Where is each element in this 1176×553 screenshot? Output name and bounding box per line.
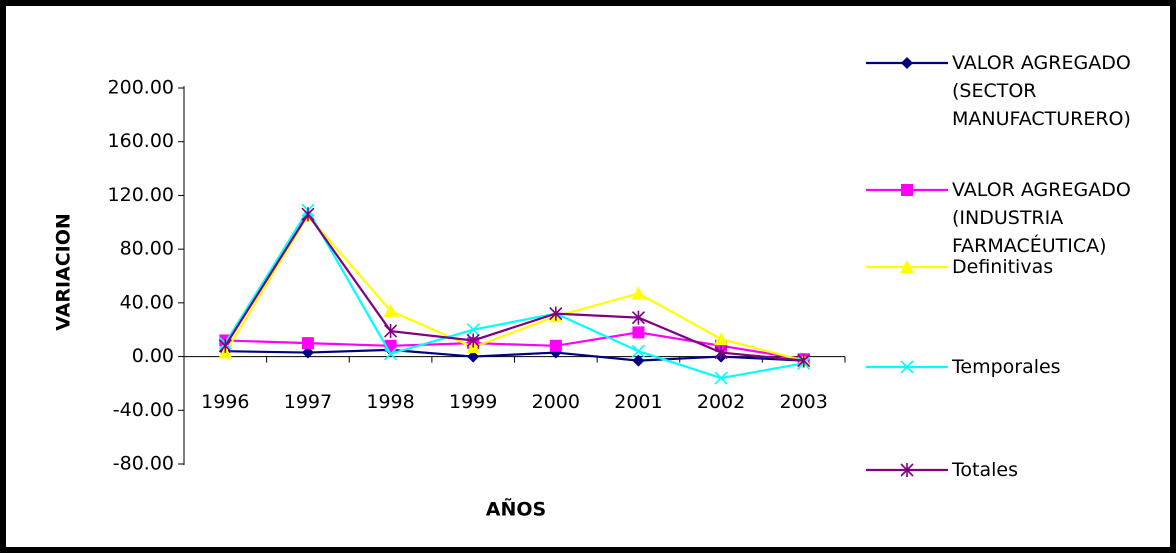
x-tick-label: 2003: [780, 391, 828, 413]
data-point: [466, 333, 480, 348]
data-point: [466, 323, 480, 337]
x-tick-label: 1999: [449, 391, 497, 413]
legend-label: Totales: [952, 459, 1018, 481]
legend-label: VALOR AGREGADO (SECTOR MANUFACTURERO): [952, 52, 1131, 130]
y-tick-label: 120.00: [108, 184, 174, 206]
y-axis-title: VARIACION: [53, 213, 75, 331]
legend-marker: [901, 57, 913, 69]
data-point: [301, 337, 314, 350]
legend-label: Definitivas: [952, 256, 1054, 278]
x-tick-label: 2000: [532, 391, 580, 413]
data-point: [549, 339, 562, 352]
y-tick-label: -40.00: [113, 399, 174, 421]
series-line: [224, 212, 804, 362]
data-point: [301, 207, 315, 222]
data-point: [632, 354, 645, 367]
legend-marker: [900, 463, 914, 477]
data-point: [714, 332, 729, 346]
data-point: [218, 338, 232, 353]
data-point: [383, 303, 398, 317]
data-point: [797, 353, 811, 368]
legend-label: Temporales: [952, 356, 1061, 378]
series-line: [225, 348, 804, 362]
y-tick-label: -80.00: [113, 453, 174, 475]
data-point: [383, 324, 398, 339]
y-tick-label: 40.00: [120, 291, 174, 313]
legend-marker: [901, 184, 913, 196]
legend-marker: [900, 260, 914, 273]
data-point: [631, 310, 646, 325]
y-tick-label: 80.00: [120, 238, 174, 260]
series-line: [224, 213, 804, 362]
data-point: [714, 345, 728, 360]
x-tick-label: 1998: [366, 391, 414, 413]
data-point: [549, 306, 563, 321]
y-tick-label: 160.00: [108, 130, 174, 152]
x-tick-label: 2001: [614, 391, 662, 413]
legend-marker: [900, 360, 914, 374]
x-tick-label: 1996: [201, 391, 249, 413]
data-point: [631, 344, 646, 358]
data-point: [632, 326, 645, 339]
x-tick-label: 2002: [697, 391, 745, 413]
y-tick-label: 0.00: [132, 345, 174, 367]
y-tick-label: 200.00: [108, 77, 174, 99]
data-point: [714, 371, 728, 385]
legend-label: VALOR AGREGADO (INDUSTRIA FARMACÉUTICA): [952, 179, 1131, 257]
data-point: [631, 286, 646, 300]
data-point: [467, 350, 480, 363]
x-tick-label: 1997: [284, 391, 332, 413]
data-point: [383, 347, 398, 361]
x-axis-title: AÑOS: [486, 497, 546, 521]
series-line: [225, 331, 804, 361]
data-point: [301, 346, 314, 359]
